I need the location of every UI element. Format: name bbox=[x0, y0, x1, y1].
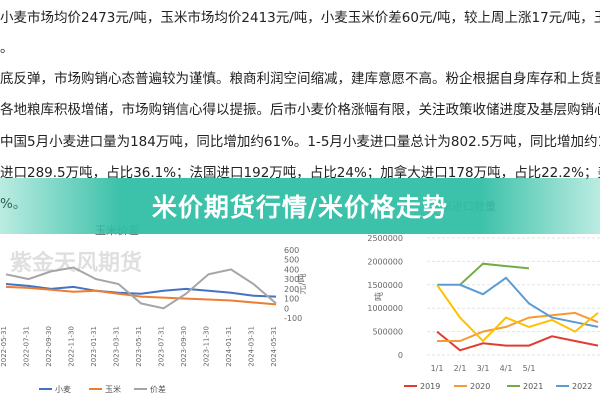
x-tick-label: 2023-11-30 bbox=[203, 326, 211, 367]
x-tick-label: 4/1 bbox=[500, 364, 513, 373]
y-tick-label: 300 bbox=[284, 275, 299, 284]
y-tick-label: 100 bbox=[284, 295, 299, 304]
series-line bbox=[437, 276, 599, 328]
series-line bbox=[5, 266, 277, 310]
series-line bbox=[437, 311, 599, 342]
x-tick-label: 2023-05-31 bbox=[135, 326, 143, 367]
series-line bbox=[5, 285, 277, 306]
x-tick-label: 2024-03-31 bbox=[248, 326, 256, 367]
y-tick-label: 0 bbox=[284, 304, 289, 313]
y-tick-label: 200 bbox=[284, 285, 299, 294]
axis-label: 元/吨 bbox=[296, 273, 308, 294]
legend-label: 2022 bbox=[572, 382, 592, 391]
x-tick-label: 2022-07-31 bbox=[23, 326, 31, 367]
x-tick-label: 5/1 bbox=[523, 364, 536, 373]
y-tick-label: 1000000 bbox=[367, 304, 403, 313]
text-line: 。 bbox=[0, 40, 14, 56]
x-tick-label: 2023-03-31 bbox=[113, 326, 121, 367]
text-line: 中国5月小麦进口量为184万吨，同比增加约61%。1-5月小麦进口量总计为802… bbox=[0, 134, 600, 150]
text-line: 各地粮库积极增储，市场购销信心得以提振。后市小麦价格涨幅有限，关注政策收储进度及… bbox=[0, 102, 600, 118]
x-tick-label: 2024-05-31 bbox=[270, 326, 278, 367]
y-tick-label: 0 bbox=[398, 351, 403, 360]
y-tick-label: 600 bbox=[284, 246, 299, 255]
legend-label: 小麦 bbox=[55, 384, 71, 394]
y-tick-label: -100 bbox=[284, 314, 302, 323]
legend-label: 2019 bbox=[420, 382, 440, 391]
text-line: 小麦市场均价2473元/吨，玉米市场均价2413元/吨，小麦玉米价差60元/吨，… bbox=[0, 10, 600, 26]
x-tick-label: 2022-09-30 bbox=[45, 326, 53, 367]
x-tick-label: 2024-01-31 bbox=[225, 326, 233, 367]
x-tick-label: 2023-09-30 bbox=[180, 326, 188, 367]
x-tick-label: 3/1 bbox=[477, 364, 490, 373]
text-line: 进口289.5万吨，占比36.1%；法国进口192万吨，占比24%；加拿大进口1… bbox=[0, 165, 600, 181]
x-tick-label: 1/1 bbox=[431, 364, 444, 373]
x-tick-label: 2022-05-31 bbox=[0, 326, 8, 367]
legend-label: 2020 bbox=[470, 382, 490, 391]
y-tick-label: 2500000 bbox=[367, 234, 403, 243]
x-tick-label: 2023-07-31 bbox=[158, 326, 166, 367]
y-tick-label: 400 bbox=[284, 265, 299, 274]
y-tick-label: 500000 bbox=[372, 328, 403, 337]
series-line bbox=[436, 284, 599, 343]
x-tick-label: 2022-11-30 bbox=[68, 326, 76, 367]
legend-label: 玉米 bbox=[105, 384, 121, 394]
y-tick-label: 500 bbox=[284, 256, 299, 265]
y-tick-label: 2000000 bbox=[367, 257, 403, 266]
x-tick-label: 2/1 bbox=[454, 364, 467, 373]
legend-label: 价差 bbox=[150, 384, 166, 394]
x-tick-label: 2023-01-31 bbox=[90, 326, 98, 367]
axis-label: 吨 bbox=[373, 292, 385, 301]
series-line bbox=[459, 262, 530, 286]
text-line: 底反弹，市场购销心态普遍较为谨慎。粮商利润空间缩减，建库意愿不高。粉企根据自身库… bbox=[0, 71, 600, 87]
y-tick-label: 1500000 bbox=[367, 281, 403, 290]
series-line bbox=[436, 330, 599, 352]
legend-label: 2021 bbox=[523, 382, 543, 391]
banner: 米价期货行情/米价格走势 bbox=[0, 178, 600, 234]
watermark: 紫金天风期货 bbox=[10, 250, 142, 276]
